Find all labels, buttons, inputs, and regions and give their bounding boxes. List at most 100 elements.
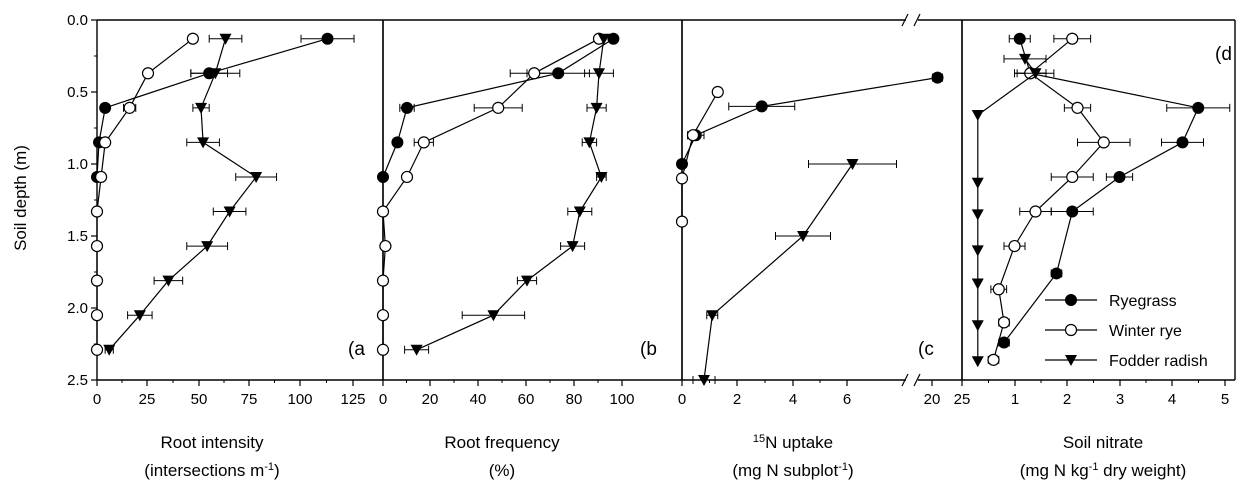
- marker-winter-rye: [94, 170, 108, 184]
- x-tick-label: 50: [191, 391, 208, 408]
- x-tick-label: 25: [954, 391, 971, 408]
- marker-ryegrass: [1176, 136, 1189, 149]
- axis-break-mark: [913, 13, 921, 27]
- panel-label: (c: [918, 339, 934, 360]
- series-line: [703, 163, 853, 381]
- marker-fodder-radish: [971, 177, 984, 189]
- series-line: [108, 38, 257, 351]
- axis-break-mark: [901, 13, 909, 27]
- y-tick-label: 2.5: [67, 372, 88, 389]
- marker-winter-rye: [417, 136, 430, 149]
- series-winter-rye-a: [90, 32, 199, 356]
- marker-fodder-radish: [133, 310, 146, 322]
- marker-winter-rye: [1066, 32, 1079, 45]
- axes-frame-d: [961, 20, 1236, 380]
- x-axis-title-text: N uptake: [765, 433, 833, 452]
- series-line: [96, 38, 194, 350]
- marker-fodder-radish: [971, 110, 984, 122]
- x-tick-label: 2: [1063, 391, 1071, 408]
- superscript: -1: [838, 461, 848, 473]
- marker-fodder-radish: [1065, 355, 1077, 366]
- x-tick-label: 80: [566, 391, 583, 408]
- marker-winter-rye: [376, 274, 390, 287]
- y-tick-labels: 0.0 0.5 1.0 1.5 2.0 2.5: [67, 12, 88, 389]
- marker-fodder-radish: [971, 356, 984, 368]
- marker-winter-rye: [1008, 239, 1021, 253]
- x-axis-title-d: Soil nitrate (mg N kg-1 dry weight): [1020, 433, 1187, 480]
- marker-ryegrass: [1065, 294, 1077, 306]
- x-axis-unit-end: ): [274, 461, 280, 480]
- y-tick-label: 1.0: [67, 156, 88, 173]
- y-tick-label: 2.0: [67, 300, 88, 317]
- x-tick-labels: 0 25 50 75 100 125 0 20 40 60 80 100 0 2 4 6 20 25 1 2 3 4 5: [93, 380, 1229, 408]
- marker-fodder-radish: [590, 102, 603, 114]
- marker-winter-rye: [1066, 170, 1079, 184]
- marker-ryegrass: [755, 100, 768, 113]
- series-line: [681, 91, 719, 222]
- x-axis-title-line2: (%): [489, 461, 515, 480]
- marker-ryegrass: [607, 32, 620, 45]
- x-tick-label: 20: [422, 391, 439, 408]
- marker-fodder-radish: [103, 344, 116, 356]
- x-axis-title-a: Root intensity (intersections m-1): [144, 433, 279, 480]
- marker-winter-rye: [376, 343, 390, 356]
- x-tick-label: 2: [733, 391, 741, 408]
- x-axis-unit: (mg N subplot: [732, 461, 838, 480]
- marker-fodder-radish: [487, 310, 500, 322]
- x-axis-unit: (intersections m: [144, 461, 264, 480]
- x-tick-label: 1: [1011, 391, 1019, 408]
- x-tick-label: 0: [93, 391, 101, 408]
- panel-label: (d: [1215, 44, 1232, 65]
- marker-winter-rye: [90, 309, 104, 322]
- x-tick-label: 4: [789, 391, 797, 408]
- series-line: [382, 38, 600, 350]
- marker-winter-rye: [90, 239, 104, 253]
- series-line: [1003, 38, 1200, 343]
- marker-winter-rye: [141, 67, 155, 80]
- marker-winter-rye: [675, 215, 689, 228]
- x-axis-title-line1: Root frequency: [444, 433, 560, 452]
- marker-winter-rye: [90, 343, 104, 356]
- series-fodder-radish-a: [103, 33, 278, 356]
- marker-ryegrass: [1113, 170, 1126, 183]
- marker-winter-rye: [992, 283, 1005, 296]
- x-axis-title-c: 15N uptake (mg N subplot-1): [732, 433, 853, 480]
- marker-fodder-radish: [706, 310, 719, 322]
- legend: Ryegrass Winter rye Fodder radish: [1045, 293, 1208, 370]
- marker-ryegrass: [99, 101, 112, 114]
- series-winter-rye-b: [376, 32, 606, 356]
- x-tick-label: 100: [287, 391, 312, 408]
- marker-winter-rye: [376, 309, 390, 322]
- marker-ryegrass: [377, 170, 389, 183]
- superscript: 15: [753, 433, 765, 445]
- marker-ryegrass: [1013, 32, 1026, 45]
- x-tick-label: 3: [1116, 391, 1124, 408]
- marker-fodder-radish: [195, 102, 208, 114]
- marker-winter-rye: [686, 129, 700, 142]
- x-axis-unit-end: ): [848, 461, 854, 480]
- x-tick-label: 25: [139, 391, 156, 408]
- marker-fodder-radish: [583, 137, 596, 149]
- marker-winter-rye: [376, 205, 390, 218]
- marker-winter-rye: [99, 136, 112, 149]
- axis-break-mark: [913, 373, 921, 387]
- x-tick-label: 0: [379, 391, 387, 408]
- marker-ryegrass: [931, 71, 944, 84]
- x-tick-label: 75: [241, 391, 258, 408]
- x-axis-unit: (mg N kg: [1020, 461, 1089, 480]
- marker-ryegrass: [998, 336, 1010, 349]
- marker-fodder-radish: [250, 171, 263, 183]
- marker-winter-rye: [123, 101, 136, 114]
- series-fodder-radish-d: [971, 53, 1055, 368]
- panel-labels: (a (b (c (d: [348, 44, 1232, 360]
- marker-winter-rye: [675, 172, 689, 185]
- y-tick-label: 0.5: [67, 84, 88, 101]
- x-tick-label: 0: [678, 391, 686, 408]
- marker-fodder-radish: [593, 68, 605, 80]
- legend-item: Fodder radish: [1045, 353, 1208, 370]
- legend-label: Ryegrass: [1109, 293, 1177, 310]
- marker-fodder-radish: [223, 206, 236, 218]
- x-tick-label: 125: [340, 391, 365, 408]
- marker-winter-rye: [90, 274, 104, 287]
